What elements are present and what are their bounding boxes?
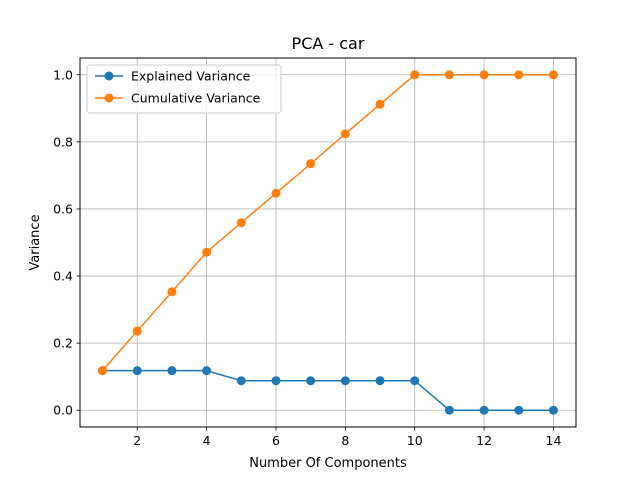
data-point [410, 70, 420, 80]
x-axis-label: Number Of Components [249, 456, 407, 471]
data-point [236, 376, 246, 386]
legend-label: Explained Variance [131, 69, 251, 84]
y-tick-label: 0.4 [53, 269, 73, 284]
data-point [375, 99, 385, 109]
data-point [548, 70, 558, 80]
y-tick-label: 0.6 [53, 201, 73, 216]
legend-box [86, 64, 282, 114]
axis-ticks: 2 4 6 8 10 12 14 0.0 0.2 0.4 0.6 0.8 1.0 [53, 67, 561, 448]
y-tick-label: 1.0 [53, 67, 73, 82]
y-axis-label: Variance [28, 214, 43, 270]
data-point [306, 376, 316, 386]
data-point [479, 70, 489, 80]
series-1 [98, 70, 558, 376]
data-point [340, 129, 350, 139]
data-point [167, 366, 177, 376]
data-point [132, 366, 142, 376]
plot-frame [79, 57, 577, 428]
y-tick-label: 0.2 [53, 336, 73, 351]
legend-label: Cumulative Variance [131, 91, 261, 106]
x-tick-label: 10 [407, 433, 423, 448]
data-point [202, 247, 212, 257]
data-point [479, 405, 489, 415]
x-tick-label: 2 [133, 433, 141, 448]
legend-marker [104, 71, 114, 81]
y-tick-label: 0.0 [53, 403, 73, 418]
x-tick-label: 14 [546, 433, 562, 448]
data-point [444, 70, 454, 80]
data-point [548, 405, 558, 415]
series-line [101, 74, 554, 372]
data-point [271, 188, 281, 198]
legend-entry: Explained Variance [95, 69, 251, 84]
data-point [340, 376, 350, 386]
x-tick-label: 12 [476, 433, 492, 448]
data-point [375, 376, 385, 386]
chart-title: PCA - car [292, 34, 365, 53]
data-point [236, 218, 246, 228]
data-point [202, 366, 212, 376]
data-point [306, 159, 316, 169]
legend-entry: Cumulative Variance [95, 91, 261, 106]
x-tick-label: 6 [272, 433, 280, 448]
x-tick-label: 4 [203, 433, 211, 448]
data-point [167, 287, 177, 297]
data-point [132, 326, 142, 336]
x-tick-label: 8 [341, 433, 349, 448]
grid [80, 58, 576, 427]
data-point [98, 366, 108, 376]
series-line [102, 369, 554, 411]
y-tick-label: 0.8 [53, 134, 73, 149]
data-point [514, 70, 524, 80]
legend: Explained Variance Cumulative Variance [86, 64, 282, 114]
legend-marker [104, 93, 114, 103]
series-layer [98, 70, 558, 415]
data-point [514, 405, 524, 415]
data-point [444, 405, 454, 415]
data-point [271, 376, 281, 386]
data-point [410, 376, 420, 386]
